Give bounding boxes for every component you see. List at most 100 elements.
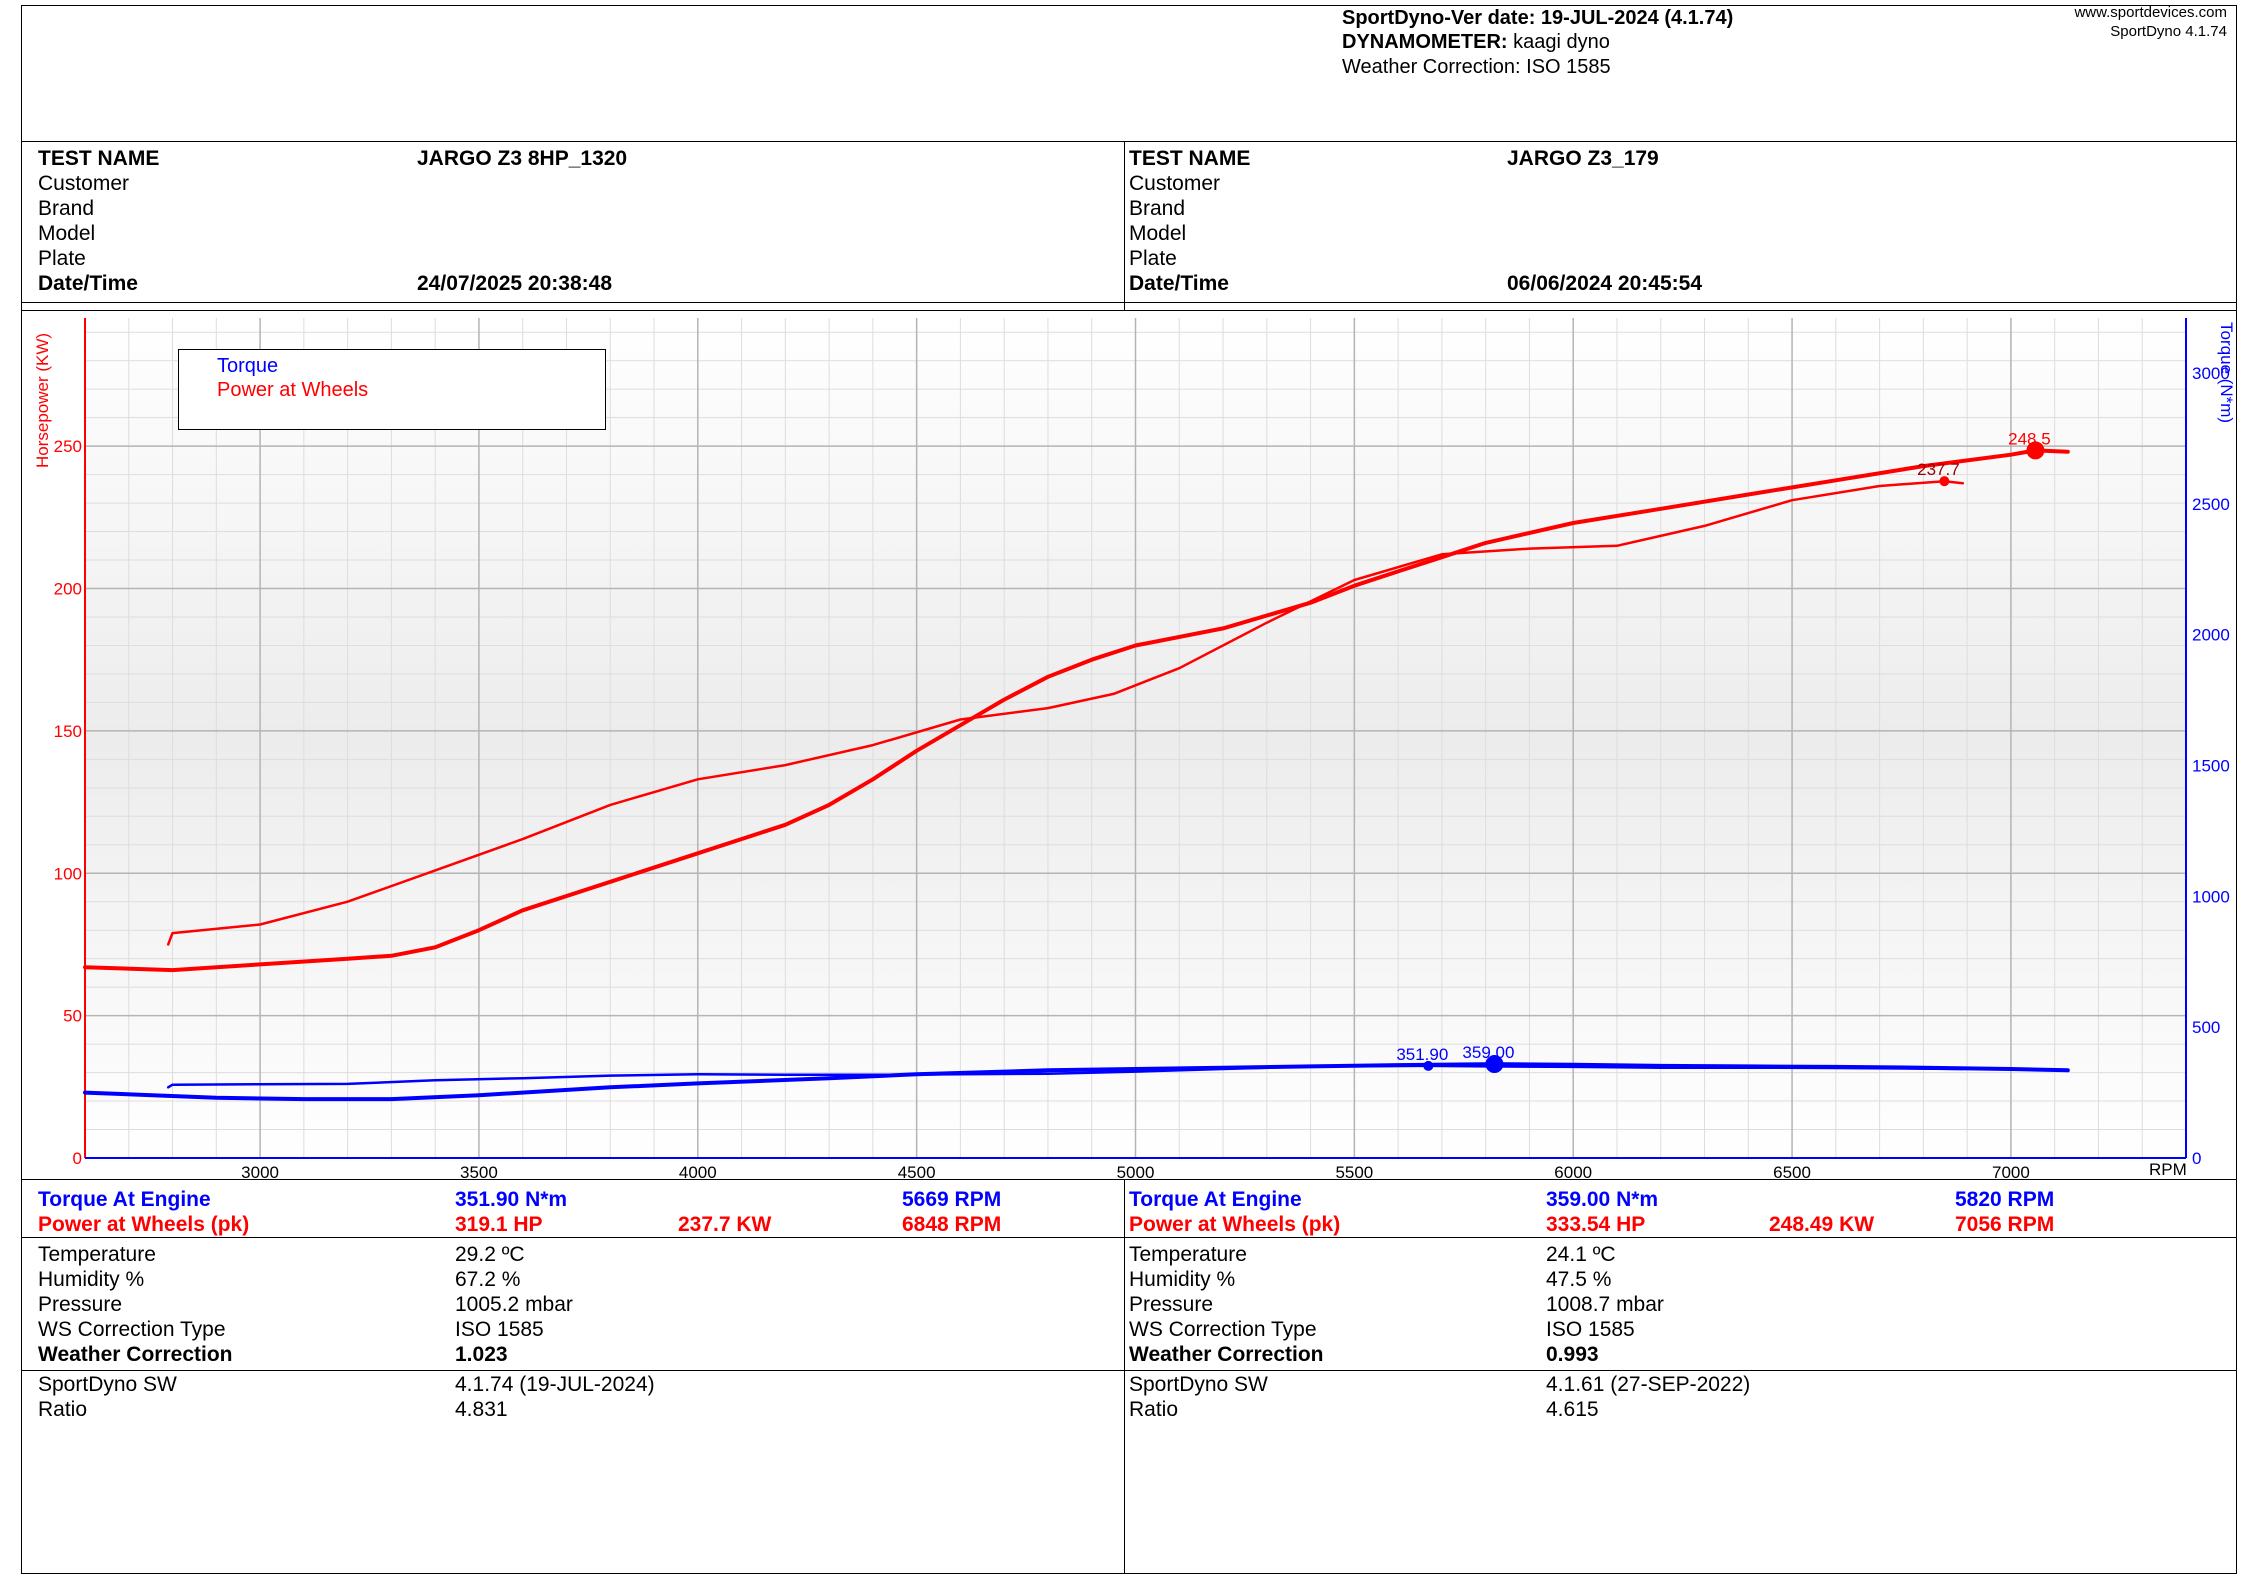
torque-value-right: 359.00 N*m — [1546, 1188, 1659, 1211]
power-rpm-left: 6848 RPM — [902, 1213, 1002, 1236]
site-url: www.sportdevices.com — [2074, 4, 2227, 21]
torque-label-left: Torque At Engine — [38, 1188, 211, 1211]
humidity-value: 67.2 % — [455, 1268, 521, 1291]
software-value: 4.1.61 (27-SEP-2022) — [1546, 1373, 1751, 1396]
plate-label: Plate — [1129, 247, 1177, 270]
software-values-left: 4.1.74 (19-JUL-2024) 4.831 — [455, 1372, 655, 1422]
ws-correction-label: WS Correction Type — [38, 1318, 226, 1341]
pressure-value: 1005.2 mbar — [455, 1293, 573, 1316]
x-tick-label: 4500 — [898, 1163, 936, 1182]
ws-correction-value: ISO 1585 — [1546, 1318, 1635, 1341]
model-label: Model — [38, 222, 96, 245]
x-axis-unit: RPM — [2149, 1160, 2187, 1179]
power-curve-run1 — [166, 479, 1965, 946]
temperature-value: 29.2 ºC — [455, 1243, 525, 1266]
customer-label: Customer — [38, 172, 130, 195]
y-left-axis-label: Horsepower (KW) — [33, 332, 52, 468]
y-left-tick-label: 100 — [54, 864, 82, 883]
y-left-tick-label: 50 — [63, 1007, 82, 1026]
torque-peak-label: 351.90 — [1396, 1045, 1448, 1064]
test-name-label: TEST NAME — [38, 147, 160, 170]
dynamometer-value: kaagi dyno — [1513, 31, 1610, 53]
x-tick-label: 3500 — [460, 1163, 498, 1182]
software-values-right: 4.1.61 (27-SEP-2022) 4.615 — [1546, 1372, 1750, 1422]
weather-correction-label: Weather Correction — [38, 1343, 233, 1366]
torque-curve-run1 — [166, 1064, 1965, 1089]
pressure-label: Pressure — [1129, 1293, 1214, 1316]
y-left-tick-label: 250 — [54, 437, 82, 456]
report-frame — [21, 5, 2237, 1574]
column-divider-bottom — [1124, 1179, 1125, 1574]
divider-weather — [21, 1370, 2237, 1371]
weather-correction-line: Weather Correction: ISO 1585 — [1342, 56, 1611, 78]
y-right-tick-label: 1500 — [2192, 756, 2230, 775]
datetime-label: Date/Time — [38, 272, 138, 295]
ratio-value: 4.615 — [1546, 1398, 1599, 1421]
ws-correction-label: WS Correction Type — [1129, 1318, 1317, 1341]
torque-rpm-right: 5820 RPM — [1955, 1188, 2055, 1211]
chart-legend: Torque Power at Wheels — [178, 349, 606, 430]
torque-peak-marker — [1423, 1060, 1434, 1071]
software-label: SportDyno SW — [38, 1373, 177, 1396]
divider-header — [21, 141, 2237, 142]
divider-chart — [21, 1179, 2237, 1180]
torque-label-right: Torque At Engine — [1129, 1188, 1302, 1211]
power-peak-label: 248.5 — [2008, 429, 2051, 448]
weather-labels-right: Temperature Humidity % Pressure WS Corre… — [1129, 1242, 1324, 1367]
dynamometer-line: DYNAMOMETER: kaagi dyno — [1342, 30, 1610, 54]
brand-label: Brand — [1129, 197, 1186, 220]
model-label: Model — [1129, 222, 1187, 245]
x-tick-label: 5000 — [1117, 1163, 1155, 1182]
torque-value-left: 351.90 N*m — [455, 1188, 568, 1211]
x-tick-label: 6000 — [1554, 1163, 1592, 1182]
customer-label: Customer — [1129, 172, 1221, 195]
brand-label: Brand — [38, 197, 95, 220]
legend-torque: Torque — [217, 355, 279, 377]
weather-values-right: 24.1 ºC 47.5 % 1008.7 mbar ISO 1585 0.99… — [1546, 1242, 1664, 1367]
power-peak-marker — [1939, 476, 1950, 487]
ratio-label: Ratio — [1129, 1398, 1179, 1421]
divider-test-info-2 — [21, 310, 2237, 311]
power-kw-right: 248.49 KW — [1769, 1213, 1875, 1236]
test-name-value: JARGO Z3 8HP_1320 — [417, 147, 628, 170]
power-label-right: Power at Wheels (pk) — [1129, 1213, 1341, 1236]
plate-label: Plate — [38, 247, 86, 270]
torque-peak-marker — [1485, 1055, 1504, 1074]
dynamometer-label: DYNAMOMETER: — [1342, 31, 1508, 53]
temperature-value: 24.1 ºC — [1546, 1243, 1616, 1266]
y-right-tick-label: 0 — [2192, 1149, 2201, 1168]
x-tick-label: 5500 — [1335, 1163, 1373, 1182]
divider-test-info — [21, 302, 2237, 303]
weather-labels-left: Temperature Humidity % Pressure WS Corre… — [38, 1242, 233, 1367]
power-rpm-right: 7056 RPM — [1955, 1213, 2055, 1236]
weather-values-left: 29.2 ºC 67.2 % 1005.2 mbar ISO 1585 1.02… — [455, 1242, 573, 1367]
column-divider-top — [1124, 141, 1125, 310]
y-right-tick-label: 3000 — [2192, 364, 2230, 383]
power-label-left: Power at Wheels (pk) — [38, 1213, 250, 1236]
power-peak-label: 237.7 — [1917, 460, 1960, 479]
y-right-tick-label: 2500 — [2192, 495, 2230, 514]
x-tick-label: 7000 — [1992, 1163, 2030, 1182]
power-hp-left: 319.1 HP — [455, 1213, 543, 1236]
test-name-label: TEST NAME — [1129, 147, 1251, 170]
test-info-left-labels: TEST NAME Customer Brand Model Plate Dat… — [38, 146, 159, 296]
x-tick-label: 6500 — [1773, 1163, 1811, 1182]
y-right-tick-label: 2000 — [2192, 626, 2230, 645]
site-version: SportDyno 4.1.74 — [2110, 23, 2227, 40]
torque-rpm-left: 5669 RPM — [902, 1188, 1002, 1211]
version-value: 19-JUL-2024 (4.1.74) — [1540, 7, 1734, 29]
y-left-tick-label: 200 — [54, 580, 82, 599]
weather-correction-label: Weather Correction — [1129, 1343, 1324, 1366]
y-left-tick-label: 150 — [54, 722, 82, 741]
humidity-label: Humidity % — [1129, 1268, 1236, 1291]
temperature-label: Temperature — [1129, 1243, 1247, 1266]
datetime-value: 24/07/2025 20:38:48 — [417, 272, 612, 295]
divider-peaks — [21, 1237, 2237, 1238]
datetime-value: 06/06/2024 20:45:54 — [1507, 272, 1702, 295]
humidity-value: 47.5 % — [1546, 1268, 1612, 1291]
version-label: SportDyno-Ver date: — [1342, 7, 1536, 29]
software-labels-left: SportDyno SW Ratio — [38, 1372, 177, 1422]
datetime-label: Date/Time — [1129, 272, 1229, 295]
torque-peak-label: 359.00 — [1462, 1043, 1514, 1062]
